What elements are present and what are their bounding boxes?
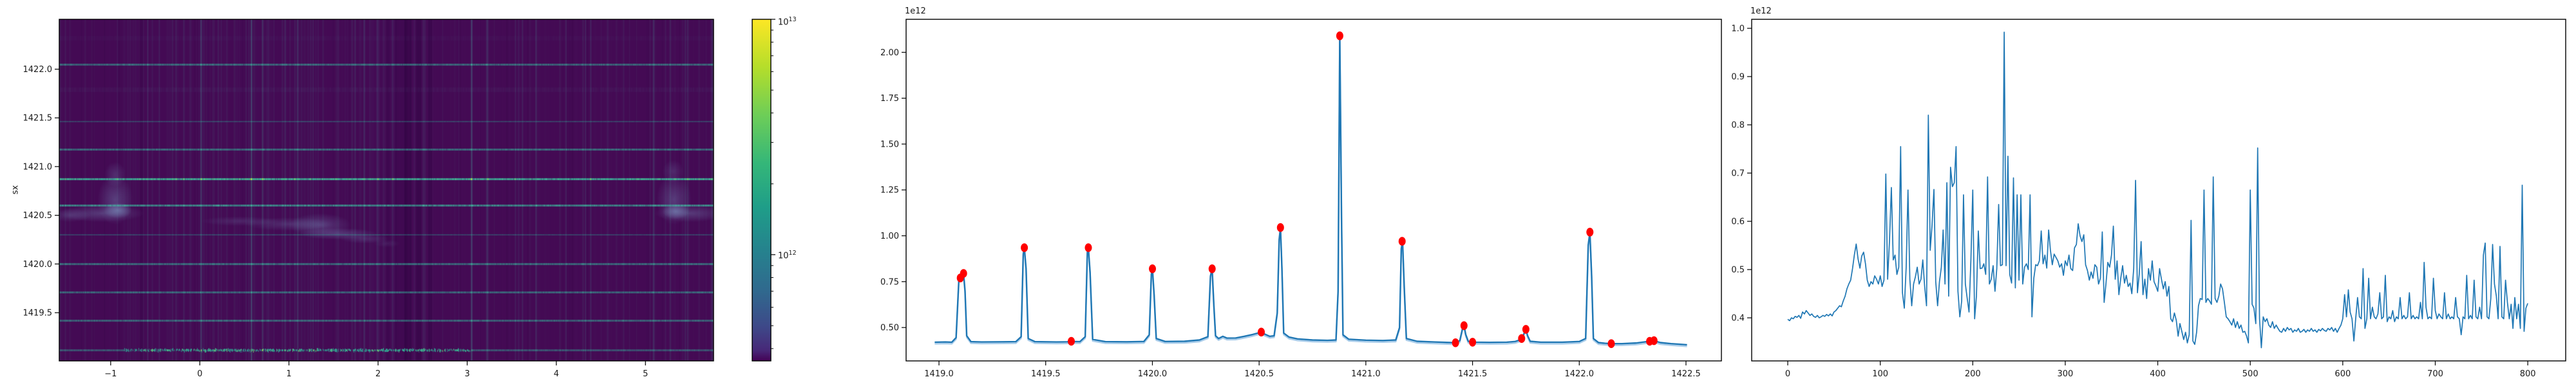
y-tick-label: 1420.0 — [23, 260, 53, 270]
x-tick-label: 0 — [197, 369, 202, 379]
spectrum-line-shadow — [934, 37, 1687, 347]
y-tick-label: 1.50 — [880, 140, 899, 149]
peak-marker — [1208, 264, 1216, 273]
x-tick-label: 1422.0 — [1565, 369, 1595, 379]
y-tick-label: 0.75 — [880, 277, 899, 287]
peak-marker — [1460, 321, 1468, 330]
peak-marker — [1258, 327, 1265, 336]
peak-marker — [1021, 243, 1028, 252]
peak-marker — [1276, 223, 1284, 232]
peak-marker — [1469, 338, 1477, 347]
waterfall-heatmap — [59, 19, 714, 361]
peak-marker — [1452, 338, 1459, 347]
x-tick-label: −1 — [104, 369, 117, 379]
y-tick-label: 1421.0 — [23, 162, 53, 172]
peak-marker — [1084, 243, 1092, 252]
y-tick-label: 1421.5 — [23, 114, 53, 124]
peak-marker — [1607, 339, 1615, 348]
timeseries-line — [1787, 32, 2528, 349]
x-tick-label: 2 — [375, 369, 381, 379]
y-tick-label: 1.75 — [880, 94, 899, 104]
x-tick-label: 1 — [287, 369, 292, 379]
y-tick-label: 0.9 — [1731, 73, 1745, 82]
peak-marker — [1650, 336, 1658, 345]
y-tick-label: 0.8 — [1731, 121, 1745, 131]
y-tick-label: 1419.5 — [23, 309, 53, 318]
axes-spine — [1751, 19, 2566, 362]
x-tick-label: 0 — [1785, 369, 1790, 379]
peak-marker — [1522, 325, 1530, 334]
x-tick-label: 100 — [1872, 369, 1888, 379]
peak-marker — [1336, 31, 1343, 41]
y-tick-label: 0.5 — [1731, 266, 1745, 275]
y-tick-label: 1422.0 — [23, 65, 53, 75]
y-tick-label: 0.6 — [1731, 217, 1745, 227]
y-tick-label: 0.4 — [1731, 314, 1745, 324]
y-tick-label: 1420.5 — [23, 211, 53, 221]
peak-marker — [960, 269, 967, 278]
axes-spine — [752, 19, 772, 362]
spectrum-line — [934, 35, 1687, 346]
y-tick-label: 1.00 — [880, 232, 899, 241]
y-tick-label: 1.0 — [1731, 24, 1745, 34]
axes-spine — [905, 19, 1722, 362]
colorbar-tick-base: 10 — [778, 251, 789, 261]
spectrum-offset-label: 1e12 — [905, 6, 926, 16]
colorbar-gradient — [752, 19, 771, 361]
x-tick-label: 1420.5 — [1244, 369, 1274, 379]
colorbar-tick-base: 10 — [778, 17, 789, 28]
x-tick-label: 1419.5 — [1031, 369, 1061, 379]
x-tick-label: 300 — [2058, 369, 2074, 379]
x-tick-label: 200 — [1965, 369, 1981, 379]
peak-marker — [1068, 336, 1075, 346]
x-tick-label: 1421.0 — [1351, 369, 1381, 379]
peak-marker — [1149, 264, 1156, 273]
x-tick-label: 1422.5 — [1671, 369, 1701, 379]
x-tick-label: 5 — [643, 369, 648, 379]
x-tick-label: 4 — [554, 369, 559, 379]
y-tick-label: 0.7 — [1731, 169, 1745, 179]
peak-marker — [1518, 334, 1526, 343]
x-tick-label: 1421.5 — [1458, 369, 1488, 379]
y-tick-label: 0.50 — [880, 324, 899, 333]
y-tick-label: 2.00 — [880, 48, 899, 58]
timeseries-offset-label: 1e12 — [1750, 6, 1772, 16]
colorbar-tick-exp: 12 — [788, 250, 797, 257]
axes-spine — [59, 19, 714, 362]
x-tick-label: 3 — [464, 369, 469, 379]
peak-marker — [1586, 228, 1594, 237]
x-tick-label: 1420.0 — [1138, 369, 1168, 379]
x-tick-label: 400 — [2150, 369, 2166, 379]
colorbar-tick-exp: 13 — [788, 16, 797, 23]
x-tick-label: 600 — [2334, 369, 2351, 379]
colorbar-tick-label-1e12: 1012 — [778, 250, 797, 261]
heatmap-ylabel: sx — [10, 185, 21, 195]
colorbar-tick-label-1e13: 1013 — [778, 16, 797, 27]
y-tick-label: 1.25 — [880, 186, 899, 196]
peak-marker — [1398, 237, 1406, 246]
x-tick-label: 700 — [2427, 369, 2443, 379]
x-tick-label: 800 — [2520, 369, 2536, 379]
x-tick-label: 1419.0 — [924, 369, 954, 379]
x-tick-label: 500 — [2242, 369, 2259, 379]
